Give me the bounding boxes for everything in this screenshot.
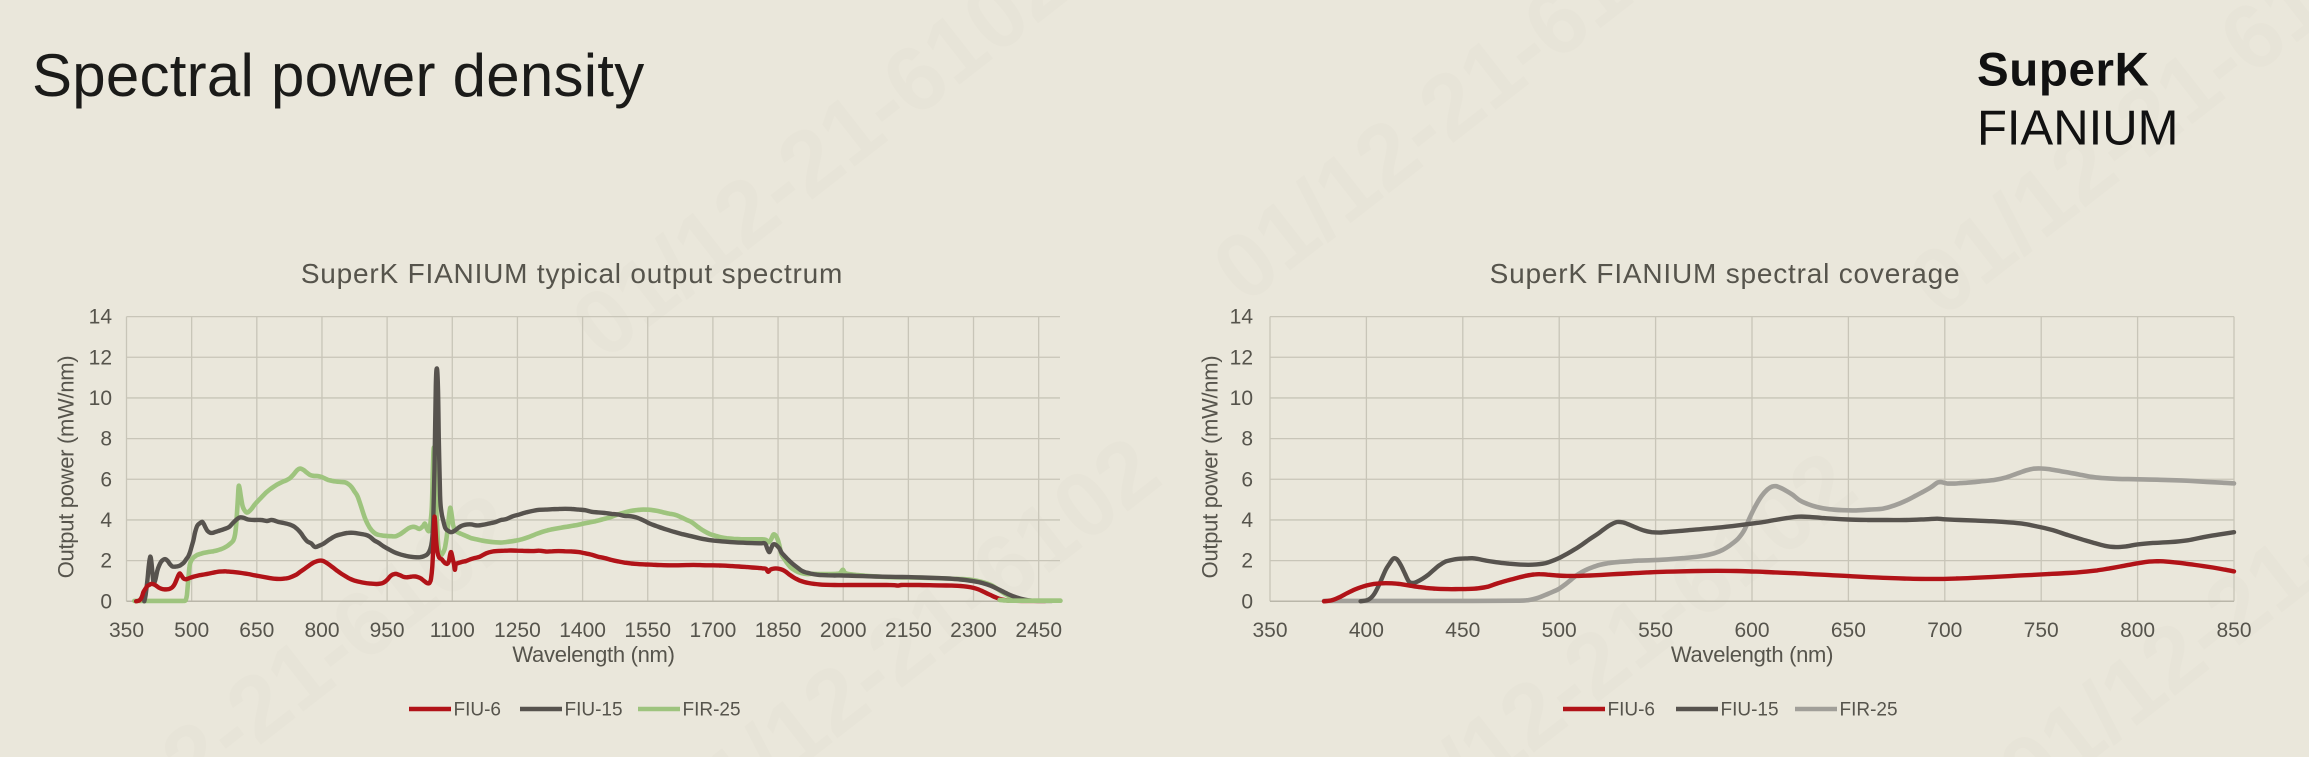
svg-text:600: 600 (1734, 619, 1769, 642)
svg-text:2000: 2000 (820, 619, 867, 642)
svg-text:0: 0 (100, 590, 112, 613)
svg-text:FIR-25: FIR-25 (683, 700, 741, 721)
svg-text:450: 450 (1445, 619, 1480, 642)
svg-text:500: 500 (174, 619, 209, 642)
svg-text:2: 2 (1241, 550, 1253, 573)
svg-text:12: 12 (89, 346, 112, 369)
svg-text:2450: 2450 (1015, 619, 1062, 642)
svg-text:FIU-6: FIU-6 (1608, 700, 1656, 721)
svg-text:14: 14 (1230, 306, 1254, 329)
svg-text:0: 0 (1241, 590, 1253, 613)
svg-text:700: 700 (1927, 619, 1962, 642)
svg-text:800: 800 (2120, 619, 2155, 642)
svg-text:14: 14 (89, 306, 113, 329)
svg-text:4: 4 (100, 509, 112, 532)
svg-text:FIANIUM: FIANIUM (1977, 102, 2178, 156)
svg-text:350: 350 (109, 619, 144, 642)
svg-text:2150: 2150 (885, 619, 932, 642)
svg-text:6: 6 (1241, 468, 1253, 491)
svg-text:1250: 1250 (494, 619, 541, 642)
svg-text:Wavelength (nm): Wavelength (nm) (1671, 642, 1833, 667)
svg-text:1850: 1850 (755, 619, 802, 642)
svg-text:850: 850 (2216, 619, 2251, 642)
svg-text:2300: 2300 (950, 619, 997, 642)
svg-text:FIU-6: FIU-6 (454, 700, 502, 721)
svg-text:Spectral power density: Spectral power density (32, 42, 644, 109)
svg-text:SuperK: SuperK (1977, 44, 2150, 97)
svg-text:10: 10 (1230, 387, 1253, 410)
svg-text:Output power (mW/nm): Output power (mW/nm) (54, 356, 79, 579)
svg-text:650: 650 (239, 619, 274, 642)
svg-text:12: 12 (1230, 346, 1253, 369)
svg-text:SuperK FIANIUM typical output: SuperK FIANIUM typical output spectrum (301, 258, 843, 289)
svg-text:550: 550 (1638, 619, 1673, 642)
svg-text:FIU-15: FIU-15 (1721, 700, 1779, 721)
svg-text:1550: 1550 (624, 619, 671, 642)
svg-text:8: 8 (1241, 428, 1253, 451)
svg-text:SuperK FIANIUM spectral covera: SuperK FIANIUM spectral coverage (1490, 258, 1961, 289)
svg-text:10: 10 (89, 387, 112, 410)
svg-text:Wavelength (nm): Wavelength (nm) (512, 642, 674, 667)
svg-text:2: 2 (100, 550, 112, 573)
svg-text:Output power (mW/nm): Output power (mW/nm) (1198, 356, 1223, 579)
svg-text:4: 4 (1241, 509, 1253, 532)
svg-text:1700: 1700 (690, 619, 737, 642)
svg-text:650: 650 (1831, 619, 1866, 642)
svg-text:FIR-25: FIR-25 (1840, 700, 1898, 721)
svg-text:8: 8 (100, 428, 112, 451)
svg-text:1100: 1100 (430, 619, 475, 642)
svg-text:400: 400 (1349, 619, 1384, 642)
svg-text:6: 6 (100, 468, 112, 491)
svg-text:800: 800 (304, 619, 339, 642)
svg-text:350: 350 (1252, 619, 1287, 642)
svg-text:750: 750 (2024, 619, 2059, 642)
svg-text:FIU-15: FIU-15 (565, 700, 623, 721)
svg-text:500: 500 (1542, 619, 1577, 642)
svg-text:950: 950 (370, 619, 405, 642)
svg-text:1400: 1400 (559, 619, 606, 642)
